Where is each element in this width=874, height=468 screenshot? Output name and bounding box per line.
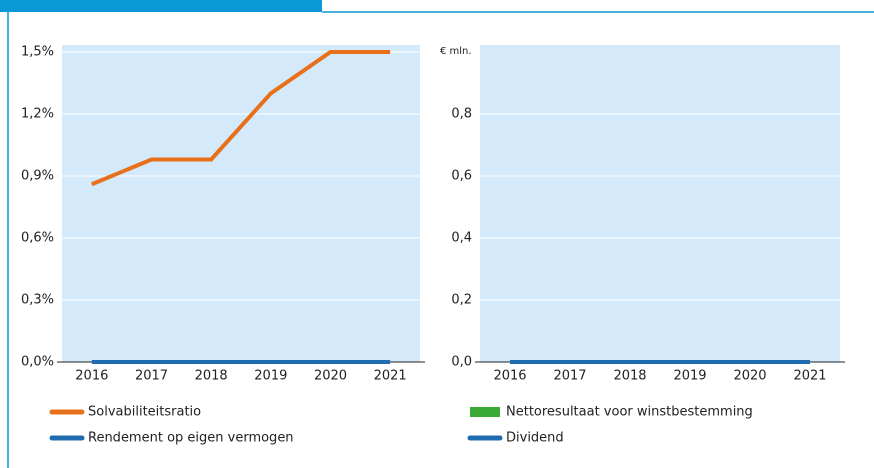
x-tick-label: 2018 (613, 369, 646, 384)
x-tick-label: 2019 (673, 369, 706, 384)
y-tick-label: 0,8 (451, 107, 472, 122)
x-tick-label: 2019 (254, 369, 287, 384)
legend-label: Nettoresultaat voor winstbestemming (506, 405, 753, 420)
x-tick-label: 2016 (75, 369, 108, 384)
legend-label: Dividend (506, 431, 564, 446)
y-tick-label: 0,3% (21, 293, 54, 308)
legend-label: Solvabiliteitsratio (88, 405, 201, 420)
plot-background (480, 45, 840, 362)
y-tick-label: 0,0% (21, 355, 54, 370)
y-axis-label: € mln. (440, 46, 472, 57)
y-tick-label: 1,2% (21, 107, 54, 122)
plot-background (62, 45, 420, 362)
y-tick-label: 0,6 (451, 169, 472, 184)
legend-label: Rendement op eigen vermogen (88, 431, 294, 446)
x-tick-label: 2021 (374, 369, 407, 384)
x-tick-label: 2017 (135, 369, 168, 384)
line (91, 50, 391, 187)
x-tick-label: 2020 (733, 369, 766, 384)
y-tick-label: 0,6% (21, 231, 54, 246)
x-tick-label: 2016 (493, 369, 526, 384)
x-tick-label: 2020 (314, 369, 347, 384)
header-tab (0, 0, 322, 12)
x-tick-label: 2021 (793, 369, 826, 384)
x-tick-label: 2018 (195, 369, 228, 384)
y-tick-label: 0,9% (21, 169, 54, 184)
y-tick-label: 1,5% (21, 45, 54, 60)
legend-swatch (470, 407, 500, 417)
x-tick-label: 2017 (553, 369, 586, 384)
y-tick-label: 0,4 (451, 231, 472, 246)
y-tick-label: 0,2 (451, 293, 472, 308)
y-tick-label: 0,0 (451, 355, 472, 370)
